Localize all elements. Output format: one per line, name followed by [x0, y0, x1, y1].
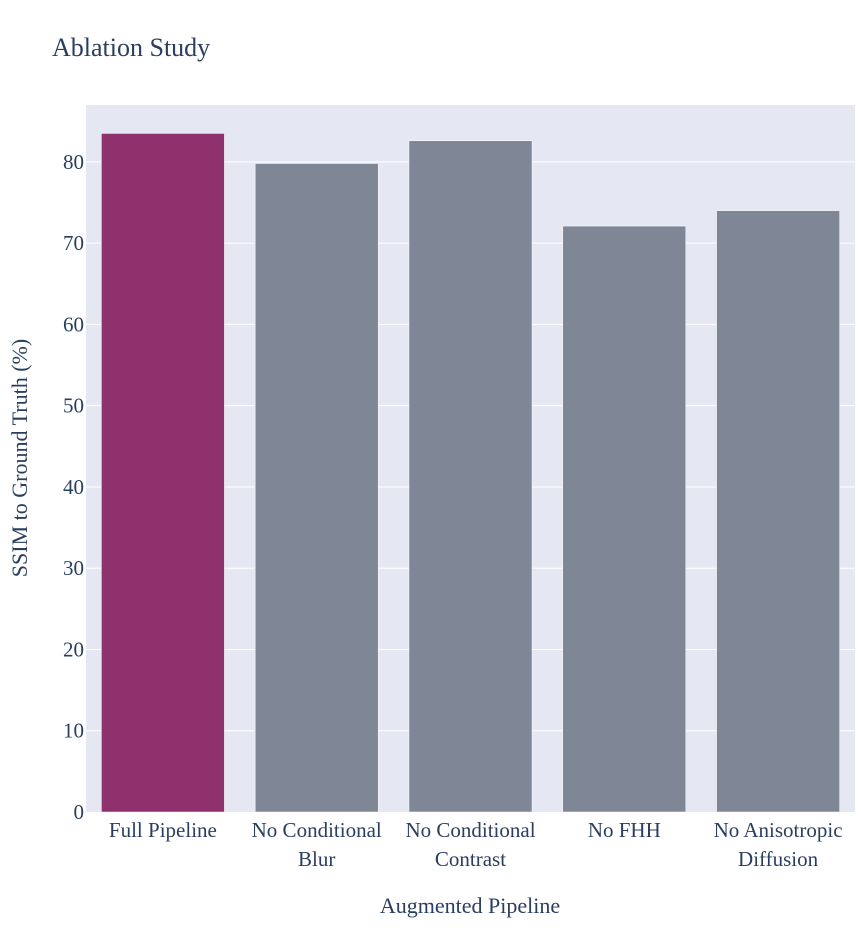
- y-axis-ticks: 0 10 20 30 40 50 60 70 80: [63, 150, 84, 824]
- x-tick-label-line: Blur: [298, 847, 335, 871]
- bar[interactable]: [254, 163, 379, 813]
- y-tick-label: 30: [63, 556, 84, 580]
- x-tick-label: No Conditional Contrast: [405, 818, 535, 871]
- y-tick-label: 80: [63, 150, 84, 174]
- bar[interactable]: [716, 210, 840, 813]
- x-tick-label-line: No Conditional: [252, 818, 382, 842]
- x-tick-label-line: No FHH: [588, 818, 661, 842]
- x-axis-title: Augmented Pipeline: [380, 893, 560, 918]
- x-tick-label: No Anisotropic Diffusion: [714, 818, 843, 871]
- y-tick-label: 20: [63, 637, 84, 661]
- y-tick-label: 60: [63, 312, 84, 336]
- x-tick-label-line: No Anisotropic: [714, 818, 843, 842]
- y-tick-label: 10: [63, 719, 84, 743]
- y-tick-label: 50: [63, 394, 84, 418]
- x-tick-label-line: Diffusion: [738, 847, 819, 871]
- x-tick-label-line: Contrast: [435, 847, 506, 871]
- y-tick-label: 70: [63, 231, 84, 255]
- chart-title: Ablation Study: [52, 33, 210, 62]
- bars: [101, 133, 840, 813]
- x-tick-label: Full Pipeline: [109, 818, 217, 842]
- x-tick-label-line: No Conditional: [405, 818, 535, 842]
- y-tick-label: 40: [63, 475, 84, 499]
- bar[interactable]: [562, 225, 687, 813]
- x-tick-label-line: Full Pipeline: [109, 818, 217, 842]
- x-tick-label: No Conditional Blur: [252, 818, 382, 871]
- x-tick-label: No FHH: [588, 818, 661, 842]
- y-axis-title: SSIM to Ground Truth (%): [7, 339, 32, 577]
- bar[interactable]: [101, 133, 225, 813]
- y-tick-label: 0: [74, 800, 85, 824]
- bar[interactable]: [408, 140, 533, 813]
